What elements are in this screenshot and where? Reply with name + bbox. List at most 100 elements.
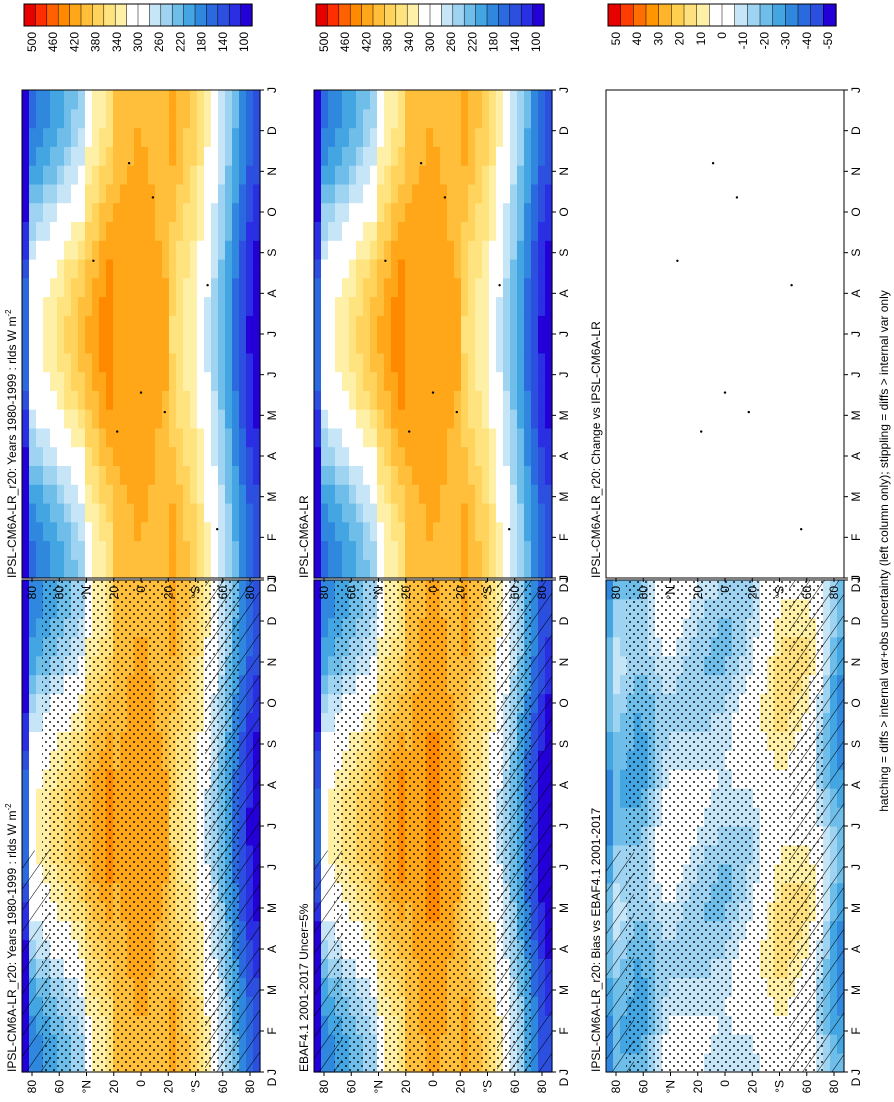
field-cell <box>328 750 336 770</box>
field-cell <box>321 465 329 485</box>
field-cell <box>85 371 93 391</box>
field-cell <box>447 315 455 335</box>
field-cell <box>328 90 336 110</box>
field-cell <box>412 277 420 298</box>
field-cell <box>384 352 392 373</box>
field-cell <box>155 465 163 485</box>
field-cell <box>356 334 364 354</box>
field-cell <box>377 165 385 185</box>
field-cell <box>676 146 684 166</box>
field-cell <box>314 427 322 448</box>
field-cell <box>517 90 525 110</box>
field-cell <box>475 465 483 485</box>
field-cell <box>538 296 546 316</box>
field-cell <box>141 183 149 204</box>
field-cell <box>503 446 511 466</box>
field-cell <box>321 165 329 185</box>
field-cell <box>447 390 455 410</box>
field-cell <box>606 146 614 166</box>
field-cell <box>377 465 385 485</box>
field-cell <box>225 202 233 222</box>
field-cell <box>363 296 371 316</box>
field-cell <box>36 315 44 335</box>
field-cell <box>43 521 51 542</box>
field-cell <box>99 427 107 448</box>
field-cell <box>620 334 628 354</box>
field-cell <box>43 315 51 335</box>
field-cell <box>517 446 525 466</box>
field-cell <box>314 674 322 695</box>
field-cell <box>134 559 142 579</box>
field-cell <box>433 277 441 298</box>
field-cell <box>64 484 72 504</box>
field-cell <box>433 258 441 279</box>
field-cell <box>92 127 100 147</box>
lat-label: 20 <box>107 586 121 600</box>
field-cell <box>468 296 476 316</box>
field-cell <box>106 127 114 147</box>
field-cell <box>634 427 642 448</box>
field-cell <box>398 315 406 335</box>
field-cell <box>510 559 518 579</box>
field-cell <box>113 277 121 298</box>
field-cell <box>239 296 247 316</box>
field-cell <box>36 769 44 789</box>
field-cell <box>155 240 163 260</box>
field-cell <box>162 352 170 373</box>
field-cell <box>426 277 434 298</box>
field-cell <box>447 502 455 523</box>
field-cell <box>36 427 44 448</box>
field-cell <box>120 108 128 129</box>
field-cell <box>447 277 455 298</box>
field-cell <box>106 502 114 523</box>
field-cell <box>43 90 51 110</box>
field-cell <box>606 731 614 751</box>
field-cell <box>342 315 350 335</box>
field-cell <box>106 202 114 222</box>
month-label: A <box>557 452 571 460</box>
field-cell <box>447 146 455 166</box>
field-cell <box>120 334 128 354</box>
field-cell <box>218 183 226 204</box>
field-cell <box>545 296 553 316</box>
field-cell <box>655 502 663 523</box>
field-cell <box>204 108 212 129</box>
field-cell <box>370 127 378 147</box>
field-cell <box>606 559 614 579</box>
field-cell <box>613 427 621 448</box>
field-cell <box>218 202 226 222</box>
field-cell <box>43 183 51 204</box>
field-cell <box>412 352 420 373</box>
stipple-dot <box>151 196 155 199</box>
field-cell <box>218 540 226 560</box>
field-cell <box>127 540 135 560</box>
field-cell <box>134 90 142 110</box>
field-cell <box>78 221 86 241</box>
field-cell <box>384 409 392 429</box>
field-cell <box>538 521 546 542</box>
field-cell <box>363 221 371 241</box>
field-cell <box>475 127 483 147</box>
field-cell <box>225 521 233 542</box>
field-cell <box>176 258 184 279</box>
field-cell <box>538 221 546 241</box>
field-cell <box>321 352 329 373</box>
field-cell <box>648 484 656 504</box>
field-cell <box>314 296 322 316</box>
field-cell <box>405 165 413 185</box>
field-cell <box>475 277 483 298</box>
field-cell <box>524 240 532 260</box>
field-cell <box>113 202 121 222</box>
field-cell <box>384 371 392 391</box>
field-cell <box>342 296 350 316</box>
field-cell <box>92 465 100 485</box>
field-cell <box>606 315 614 335</box>
field-cell <box>127 221 135 241</box>
field-cell <box>517 540 525 560</box>
field-cell <box>461 540 469 560</box>
field-cell <box>127 502 135 523</box>
field-cell <box>683 146 691 166</box>
field-cell <box>321 90 329 110</box>
lat-label: °N <box>80 586 94 599</box>
field-cell <box>190 277 198 298</box>
